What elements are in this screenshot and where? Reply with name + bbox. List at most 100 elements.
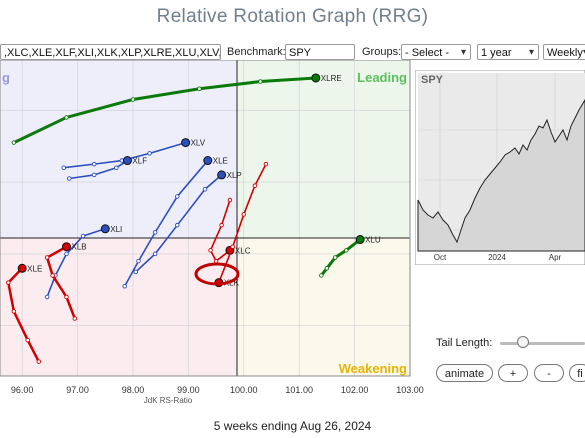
- quadrant-lagging-bottom: [0, 238, 237, 376]
- tail-point: [319, 273, 324, 278]
- zoom-in-button[interactable]: +: [498, 364, 528, 382]
- tail-point: [91, 172, 97, 178]
- tail-point: [152, 251, 158, 257]
- tail-point: [175, 222, 180, 228]
- head-xle[interactable]: [17, 263, 27, 273]
- x-tick-label: 101.00: [285, 385, 313, 395]
- tail-point: [36, 359, 42, 364]
- spy-area: [417, 99, 585, 252]
- series-label-xlv: XLV: [191, 139, 206, 148]
- rrg-chart[interactable]: XLRE XLU XLV XLF XLI XLE XLP XLB XLE XLC XLK Leadi…: [0, 60, 430, 420]
- period-select[interactable]: 1 year: [477, 44, 539, 60]
- tail-point: [258, 79, 263, 84]
- series-label-xlp: XLP: [227, 171, 242, 180]
- tail-point: [344, 248, 349, 253]
- quadrant-label-lagging: g: [2, 70, 10, 85]
- tail-xlf: [68, 159, 129, 180]
- tail-point: [11, 309, 17, 314]
- quadrant-label-weakening: Weakening: [339, 361, 407, 376]
- tail-point: [263, 161, 269, 167]
- tail-point: [133, 269, 138, 275]
- tail-point: [147, 151, 152, 156]
- benchmark-input[interactable]: SPY: [285, 44, 355, 60]
- x-tick-label: 96.00: [11, 385, 34, 395]
- quadrant-weakening: [237, 238, 410, 376]
- spy-inset-chart: SPY Oct 2024 Apr: [415, 70, 585, 265]
- quadrant-leading: [237, 60, 410, 238]
- tail-point: [241, 212, 247, 217]
- head-xlv[interactable]: [181, 138, 191, 148]
- tail-point: [197, 86, 202, 91]
- x-tick-label: 103.00: [396, 385, 424, 395]
- inset-tick-oct: Oct: [434, 253, 447, 262]
- tail-point: [122, 283, 127, 289]
- series-label-xle: XLE: [213, 157, 228, 166]
- tail-point: [230, 244, 235, 249]
- tail-point: [324, 266, 330, 271]
- head-xli[interactable]: [100, 224, 110, 234]
- x-tick-label: 98.00: [122, 385, 145, 395]
- tail-point: [202, 187, 208, 192]
- tail-length-label: Tail Length:: [436, 337, 493, 349]
- inset-tick-apr: Apr: [549, 253, 562, 262]
- fit-button[interactable]: fi: [569, 364, 585, 382]
- series-label-xli: XLI: [110, 225, 122, 234]
- tail-point: [64, 294, 69, 300]
- tail-point: [130, 97, 136, 102]
- zoom-out-button[interactable]: -: [534, 364, 564, 382]
- inset-tick-2024: 2024: [488, 253, 506, 262]
- head-xlb[interactable]: [61, 242, 71, 252]
- symbols-input[interactable]: ,XLC,XLE,XLF,XLI,XLK,XLP,XLRE,XLU,XLV,XL: [0, 44, 221, 60]
- tail-point: [91, 161, 97, 167]
- series-label-xle: XLE: [27, 264, 42, 273]
- benchmark-label: Benchmark:: [227, 46, 286, 58]
- series-label-xlre: XLRE: [321, 74, 342, 83]
- tail-point: [72, 316, 78, 321]
- head-xlf[interactable]: [122, 156, 132, 166]
- tail-point: [227, 197, 233, 203]
- quadrant-label-leading: Leading: [357, 70, 407, 85]
- tail-length-slider-thumb[interactable]: [516, 336, 529, 348]
- tail-point: [25, 337, 30, 343]
- tail-point: [61, 165, 66, 170]
- series-label-xlb: XLB: [71, 243, 86, 252]
- tail-point: [175, 194, 180, 199]
- head-xle[interactable]: [203, 156, 213, 166]
- tail-point: [64, 251, 69, 257]
- tail-point: [114, 165, 119, 170]
- series-label-xlu: XLU: [365, 236, 381, 245]
- animate-button[interactable]: animate: [436, 364, 493, 382]
- x-axis-ticks: 96.00 97.00 98.00 99.00 100.00 101.00 102.00 10…: [11, 385, 424, 395]
- page-title: Relative Rotation Graph (RRG): [156, 6, 429, 27]
- tail-length-slider[interactable]: [500, 336, 585, 348]
- frequency-select[interactable]: Weekly: [543, 44, 585, 60]
- tail-point: [152, 230, 158, 235]
- tail-point: [67, 176, 72, 181]
- x-tick-label: 102.00: [341, 385, 369, 395]
- tail-point: [208, 248, 213, 253]
- tail-point: [213, 258, 219, 264]
- quadrant-lagging: [0, 60, 237, 238]
- tail-point: [11, 140, 17, 145]
- plot-border: [0, 60, 411, 377]
- series-label-xlf: XLF: [132, 157, 147, 166]
- tail-point: [50, 273, 55, 278]
- tail-point: [252, 183, 258, 188]
- tail-point: [44, 255, 50, 260]
- tail-point: [80, 233, 86, 239]
- tail-point: [44, 294, 50, 300]
- tail-point: [64, 115, 69, 120]
- head-xlu[interactable]: [355, 235, 365, 245]
- x-tick-label: 99.00: [177, 385, 200, 395]
- tail-point: [219, 222, 224, 228]
- period-footer: 5 weeks ending Aug 26, 2024: [213, 419, 372, 433]
- groups-label: Groups:: [362, 46, 402, 58]
- head-xlre[interactable]: [311, 73, 321, 83]
- x-axis-label: JdK RS-Ratio: [144, 396, 193, 405]
- tail-point: [332, 255, 338, 260]
- head-xlp[interactable]: [217, 170, 227, 180]
- x-tick-label: 100.00: [230, 385, 258, 395]
- groups-select[interactable]: - Select -: [401, 44, 471, 60]
- rrg-tails: XLRE XLU XLV XLF XLI XLE XLP XLB XLE XLC XLK: [6, 73, 381, 364]
- xlk-highlight-circle: [194, 262, 240, 286]
